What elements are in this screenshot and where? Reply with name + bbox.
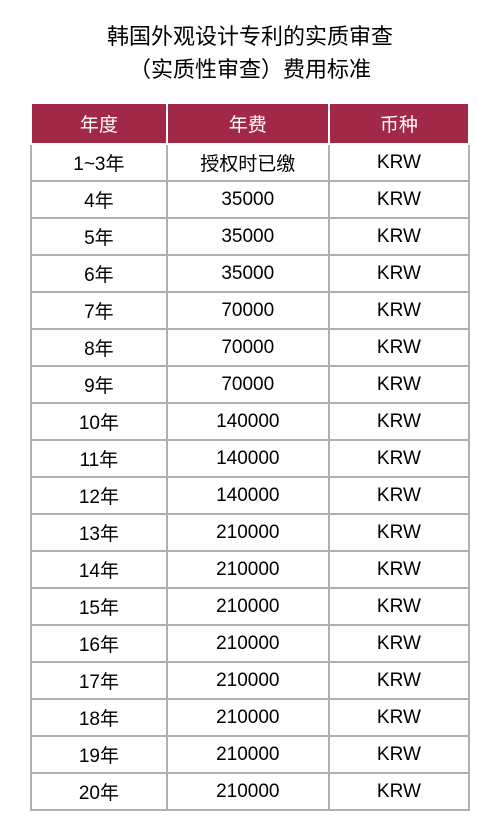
table-cell: KRW bbox=[329, 551, 469, 588]
table-row: 9年70000KRW bbox=[31, 366, 469, 403]
table-cell: 授权时已缴 bbox=[167, 144, 329, 181]
table-cell: 4年 bbox=[31, 181, 167, 218]
table-row: 13年210000KRW bbox=[31, 514, 469, 551]
table-cell: KRW bbox=[329, 403, 469, 440]
table-cell: 140000 bbox=[167, 403, 329, 440]
table-cell: 210000 bbox=[167, 588, 329, 625]
table-cell: 140000 bbox=[167, 477, 329, 514]
table-cell: KRW bbox=[329, 366, 469, 403]
table-cell: 12年 bbox=[31, 477, 167, 514]
table-cell: KRW bbox=[329, 588, 469, 625]
table-cell: KRW bbox=[329, 144, 469, 181]
table-cell: 210000 bbox=[167, 736, 329, 773]
table-cell: KRW bbox=[329, 625, 469, 662]
table-cell: 9年 bbox=[31, 366, 167, 403]
table-cell: 35000 bbox=[167, 255, 329, 292]
table-row: 8年70000KRW bbox=[31, 329, 469, 366]
table-cell: KRW bbox=[329, 440, 469, 477]
table-cell: 8年 bbox=[31, 329, 167, 366]
table-row: 5年35000KRW bbox=[31, 218, 469, 255]
title-line-1: 韩国外观设计专利的实质审查 bbox=[107, 24, 393, 49]
table-cell: 210000 bbox=[167, 625, 329, 662]
table-cell: 6年 bbox=[31, 255, 167, 292]
table-row: 6年35000KRW bbox=[31, 255, 469, 292]
table-row: 19年210000KRW bbox=[31, 736, 469, 773]
table-cell: KRW bbox=[329, 662, 469, 699]
table-row: 20年210000KRW bbox=[31, 773, 469, 810]
table-cell: 10年 bbox=[31, 403, 167, 440]
table-cell: 7年 bbox=[31, 292, 167, 329]
table-cell: 210000 bbox=[167, 662, 329, 699]
table-cell: 140000 bbox=[167, 440, 329, 477]
title-line-2: （实质性审查）费用标准 bbox=[129, 57, 371, 82]
table-cell: KRW bbox=[329, 255, 469, 292]
column-header-2: 币种 bbox=[329, 103, 469, 144]
table-cell: KRW bbox=[329, 292, 469, 329]
table-row: 7年70000KRW bbox=[31, 292, 469, 329]
table-row: 15年210000KRW bbox=[31, 588, 469, 625]
table-cell: KRW bbox=[329, 736, 469, 773]
table-cell: 35000 bbox=[167, 181, 329, 218]
table-cell: 13年 bbox=[31, 514, 167, 551]
table-cell: 210000 bbox=[167, 699, 329, 736]
table-cell: 70000 bbox=[167, 366, 329, 403]
table-cell: 16年 bbox=[31, 625, 167, 662]
table-row: 11年140000KRW bbox=[31, 440, 469, 477]
table-cell: KRW bbox=[329, 218, 469, 255]
table-cell: 1~3年 bbox=[31, 144, 167, 181]
column-header-1: 年费 bbox=[167, 103, 329, 144]
table-cell: KRW bbox=[329, 181, 469, 218]
column-header-0: 年度 bbox=[31, 103, 167, 144]
table-row: 17年210000KRW bbox=[31, 662, 469, 699]
table-cell: 14年 bbox=[31, 551, 167, 588]
table-cell: 210000 bbox=[167, 551, 329, 588]
table-cell: 17年 bbox=[31, 662, 167, 699]
table-row: 12年140000KRW bbox=[31, 477, 469, 514]
page-title: 韩国外观设计专利的实质审查 （实质性审查）费用标准 bbox=[30, 20, 470, 86]
table-cell: KRW bbox=[329, 699, 469, 736]
table-header-row: 年度年费币种 bbox=[31, 103, 469, 144]
table-cell: 70000 bbox=[167, 292, 329, 329]
table-cell: 15年 bbox=[31, 588, 167, 625]
table-row: 16年210000KRW bbox=[31, 625, 469, 662]
table-cell: 35000 bbox=[167, 218, 329, 255]
table-cell: KRW bbox=[329, 329, 469, 366]
table-cell: 20年 bbox=[31, 773, 167, 810]
table-cell: 210000 bbox=[167, 773, 329, 810]
table-row: 18年210000KRW bbox=[31, 699, 469, 736]
table-cell: 18年 bbox=[31, 699, 167, 736]
table-cell: KRW bbox=[329, 773, 469, 810]
table-cell: KRW bbox=[329, 514, 469, 551]
table-cell: 210000 bbox=[167, 514, 329, 551]
fee-table: 年度年费币种 1~3年授权时已缴KRW4年35000KRW5年35000KRW6… bbox=[30, 102, 470, 811]
table-cell: 11年 bbox=[31, 440, 167, 477]
table-cell: KRW bbox=[329, 477, 469, 514]
table-row: 14年210000KRW bbox=[31, 551, 469, 588]
table-row: 1~3年授权时已缴KRW bbox=[31, 144, 469, 181]
table-cell: 19年 bbox=[31, 736, 167, 773]
table-row: 4年35000KRW bbox=[31, 181, 469, 218]
table-cell: 70000 bbox=[167, 329, 329, 366]
table-row: 10年140000KRW bbox=[31, 403, 469, 440]
table-cell: 5年 bbox=[31, 218, 167, 255]
